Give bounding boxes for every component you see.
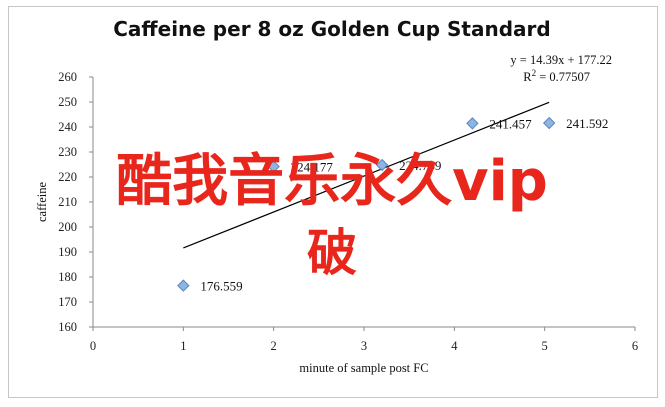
- data-label: 241.457: [489, 116, 532, 131]
- data-point: [267, 160, 280, 173]
- data-label: 241.592: [566, 116, 608, 131]
- y-tick-label: 230: [58, 145, 77, 159]
- trendline-equation: y = 14.39x + 177.22: [510, 53, 612, 67]
- x-tick-label: 0: [90, 339, 96, 353]
- data-point: [177, 279, 190, 292]
- y-tick-label: 170: [58, 295, 77, 309]
- y-tick-label: 160: [58, 320, 77, 334]
- x-tick-label: 3: [361, 339, 367, 353]
- trendline-r2: R2 = 0.77507: [523, 68, 590, 84]
- overlay-text-line1: 酷我音乐永久vip: [116, 149, 548, 214]
- chart-title: Caffeine per 8 oz Golden Cup Standard: [113, 17, 550, 41]
- r2-value: = 0.77507: [536, 70, 590, 84]
- y-tick-label: 260: [58, 70, 77, 84]
- data-point: [466, 117, 479, 130]
- y-axis-label: caffeine: [35, 182, 49, 222]
- chart-frame: [8, 6, 658, 398]
- data-point: [542, 116, 556, 130]
- data-label: 224.177: [291, 160, 334, 175]
- y-tick-label: 180: [58, 270, 77, 284]
- y-tick-label: 190: [58, 245, 77, 259]
- y-tick-label: 200: [58, 220, 77, 234]
- x-tick-label: 6: [632, 339, 638, 353]
- y-tick-label: 210: [58, 195, 77, 209]
- x-tick-label: 1: [180, 339, 186, 353]
- y-tick-label: 220: [58, 170, 77, 184]
- trendline: [183, 101, 550, 249]
- overlay-text-line2: 破: [307, 224, 357, 282]
- data-points: 176.559 224.177 224.789 241.457 241.592: [177, 116, 608, 294]
- x-tick-label: 4: [451, 339, 458, 353]
- data-label: 224.789: [399, 158, 441, 173]
- data-point: [375, 158, 389, 172]
- r2-prefix: R: [523, 70, 532, 84]
- data-label: 176.559: [200, 279, 242, 294]
- y-tick-label: 250: [58, 95, 77, 109]
- x-ticks: 0 1 2 3 4 5 6: [90, 327, 638, 353]
- r2-sup: 2: [532, 68, 537, 78]
- x-tick-label: 2: [271, 339, 277, 353]
- x-tick-label: 5: [542, 339, 548, 353]
- y-ticks: 160 170 180 190 200 210 220 230 240 250 260: [58, 70, 93, 334]
- x-axis-label: minute of sample post FC: [299, 361, 428, 375]
- y-tick-label: 240: [58, 120, 77, 134]
